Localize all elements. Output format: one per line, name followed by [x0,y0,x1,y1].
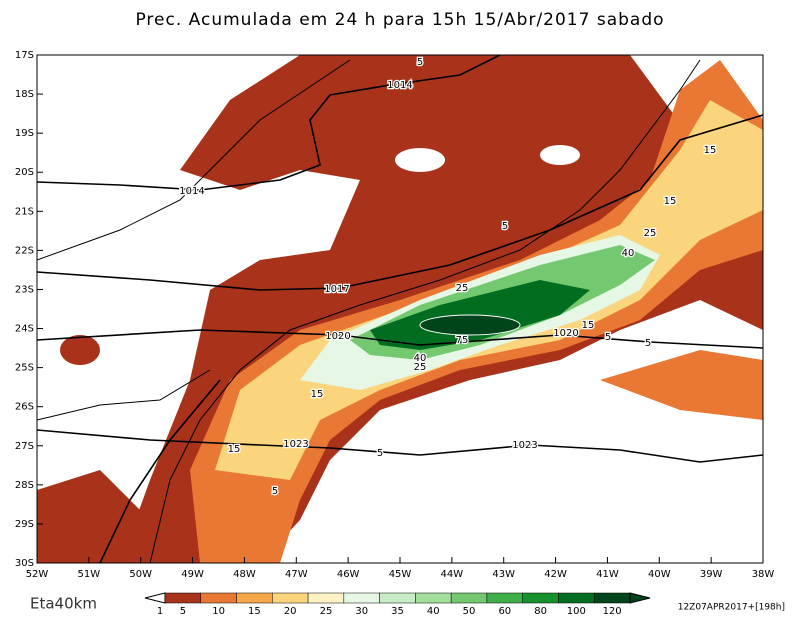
title: Prec. Acumulada em 24 h para 15h 15/Abr/… [135,10,664,30]
contour-label: 15 [704,145,717,156]
colorbar-swatch [236,592,273,604]
contour-label: 5 [377,448,383,459]
lon-label: 40W [648,569,671,580]
lon-label: 38W [752,569,775,580]
lat-label: 17S [15,50,34,61]
colorbar-label: 10 [212,606,225,617]
lon-label: 44W [441,569,464,580]
colorbar-swatch [200,592,237,604]
colorbar-label: 30 [355,606,368,617]
colorbar-swatch [593,592,631,604]
colorbar-label: 100 [567,606,586,617]
colorbar-swatch [379,592,416,604]
lon-label: 52W [26,569,49,580]
colorbar-label: 25 [320,606,333,617]
contour-label: 5 [645,338,651,349]
contour-label: 40 [414,353,427,364]
contour-label: 1020 [553,328,578,339]
lon-label: 48W [233,569,256,580]
contour-label: 15 [311,389,324,400]
colorbar-label: 35 [391,606,404,617]
colorbar-label: 120 [603,606,622,617]
lat-label: 18S [15,89,34,100]
colorbar-label: 60 [498,606,511,617]
contour-label: 25 [456,283,469,294]
lat-label: 19S [15,128,34,139]
model-name: Eta40km [30,595,97,613]
contour-label: 1017 [324,284,349,295]
colorbar-swatch [486,592,523,604]
lat-label: 25S [15,363,34,374]
lon-label: 49W [181,569,204,580]
lon-label: 51W [78,569,101,580]
colorbar-label: 1 [157,606,163,617]
colorbar-swatch [558,592,595,604]
colorbar-swatch [415,592,452,604]
lon-label: 45W [389,569,412,580]
contour-label: 5 [605,332,611,343]
lat-label: 30S [15,558,34,569]
colorbar-label: 80 [534,606,547,617]
colorbar-label: 5 [180,606,186,617]
lon-label: 46W [337,569,360,580]
lat-label: 22S [15,245,34,256]
lat-label: 23S [15,284,34,295]
colorbar-swatch [164,592,202,604]
colorbar-arrow-left [144,592,166,604]
contour-label: 1023 [283,439,308,450]
lon-label: 50W [129,569,152,580]
colorbar-label: 50 [463,606,476,617]
contour-label: 25 [644,228,657,239]
lat-label: 21S [15,206,34,217]
lon-label: 43W [492,569,515,580]
lon-label: 47W [285,569,308,580]
run-info: 12Z07APR2017+[198h] [678,603,785,613]
colorbar-label: 20 [284,606,297,617]
colorbar-arrow-right [629,592,651,604]
colorbar-swatch [450,592,488,604]
colorbar-label: 40 [427,606,440,617]
colorbar-swatch [343,592,380,604]
contour-label: 15 [228,444,241,455]
lon-label: 39W [700,569,723,580]
contour-label: 15 [664,196,677,207]
contour-label: 5 [272,486,278,497]
lat-label: 26S [15,402,34,413]
lat-label: 28S [15,480,34,491]
lat-label: 24S [15,324,34,335]
contour-label: 1014 [179,186,204,197]
colorbar-swatch [307,592,345,604]
contour-label: 5 [417,57,423,68]
lon-label: 42W [544,569,567,580]
contour-label: 15 [582,320,595,331]
colorbar-label: 15 [248,606,261,617]
lon-label: 41W [596,569,619,580]
contour-label: 1023 [512,440,537,451]
contour-label: 1020 [325,331,350,342]
colorbar-swatch [522,592,559,604]
contour-label: 5 [502,221,508,232]
map [37,55,763,563]
colorbar-swatch [272,592,309,604]
contour-label: 25 [414,362,427,373]
lat-label: 29S [15,519,34,530]
lat-label: 27S [15,441,34,452]
contour-label: 1014 [387,80,412,91]
lat-label: 20S [15,167,34,178]
contour-label: 40 [622,248,635,259]
contour-label: 75 [456,335,469,346]
